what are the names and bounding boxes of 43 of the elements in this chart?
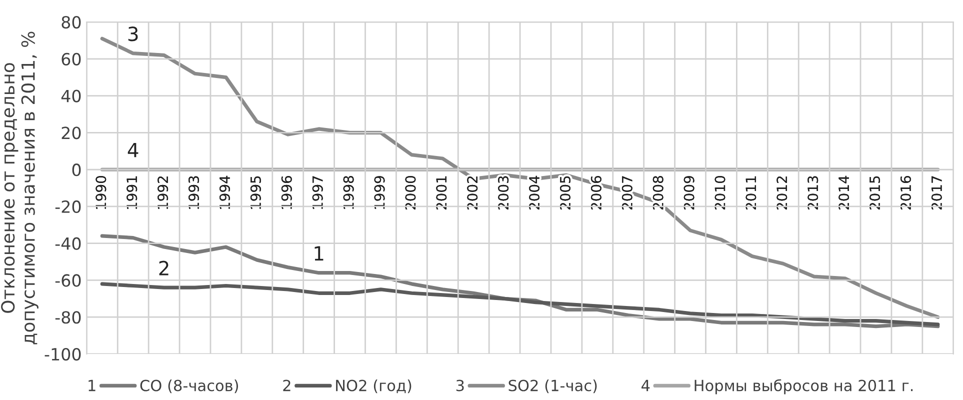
y-tick-label: 40 — [61, 90, 81, 102]
x-tick-label: 2017 — [931, 176, 942, 210]
legend-label: SO2 (1-час) — [508, 379, 597, 394]
legend-label: NO2 (год) — [336, 379, 412, 394]
annotation: 4 — [128, 143, 138, 158]
annotation: 1 — [314, 246, 324, 260]
line-series — [100, 234, 940, 328]
annotation: 3 — [128, 26, 138, 42]
x-tick-label: 2000 — [405, 176, 416, 210]
x-tick-label: 2004 — [529, 176, 540, 210]
y-tick-label: 20 — [62, 126, 81, 140]
y-tick-label: -100 — [44, 348, 81, 361]
x-tick-label: 2014 — [838, 176, 850, 210]
line-series — [100, 282, 940, 326]
text: 4 — [642, 380, 650, 392]
x-tick-label: 2013 — [808, 176, 818, 210]
y-tick-label: -40 — [55, 237, 81, 250]
y-tick-label: -60 — [55, 274, 81, 287]
y-tick-label: 60 — [62, 52, 81, 66]
x-tick-label: 2008 — [652, 176, 664, 210]
x-tick-label: 2012 — [776, 176, 788, 210]
x-tick-label: 2009 — [684, 176, 694, 210]
text: 1 — [88, 380, 96, 392]
y-tick-label: -20 — [55, 200, 81, 214]
x-tick-label: 2015 — [870, 176, 880, 210]
legend-label: Нормы выбросов на 2011 г. — [694, 379, 913, 394]
y-tick-label: 0 — [72, 164, 81, 176]
x-tick-label: 2002 — [467, 176, 478, 210]
x-tick-label: 2003 — [498, 176, 509, 210]
text: 3 — [456, 380, 464, 392]
x-tick-label: 2011 — [746, 176, 756, 210]
text: 2 — [283, 380, 290, 392]
x-tick-label: 2005 — [560, 176, 570, 210]
x-tick-label: 2016 — [900, 176, 911, 210]
x-tick-label: 2010 — [714, 176, 726, 210]
y-tick-label: -80 — [55, 311, 81, 324]
annotation: 2 — [159, 260, 168, 276]
x-tick-label: 2006 — [590, 176, 602, 210]
x-tick-label: 2001 — [436, 176, 447, 210]
x-tick-label: 2007 — [622, 176, 632, 210]
y-axis-title: Отклонение от предельно допустимого значения в 2011, % — [1, 32, 38, 344]
y-tick-label: 80 — [62, 16, 81, 29]
legend-label: CO (8-часов) — [140, 379, 238, 394]
